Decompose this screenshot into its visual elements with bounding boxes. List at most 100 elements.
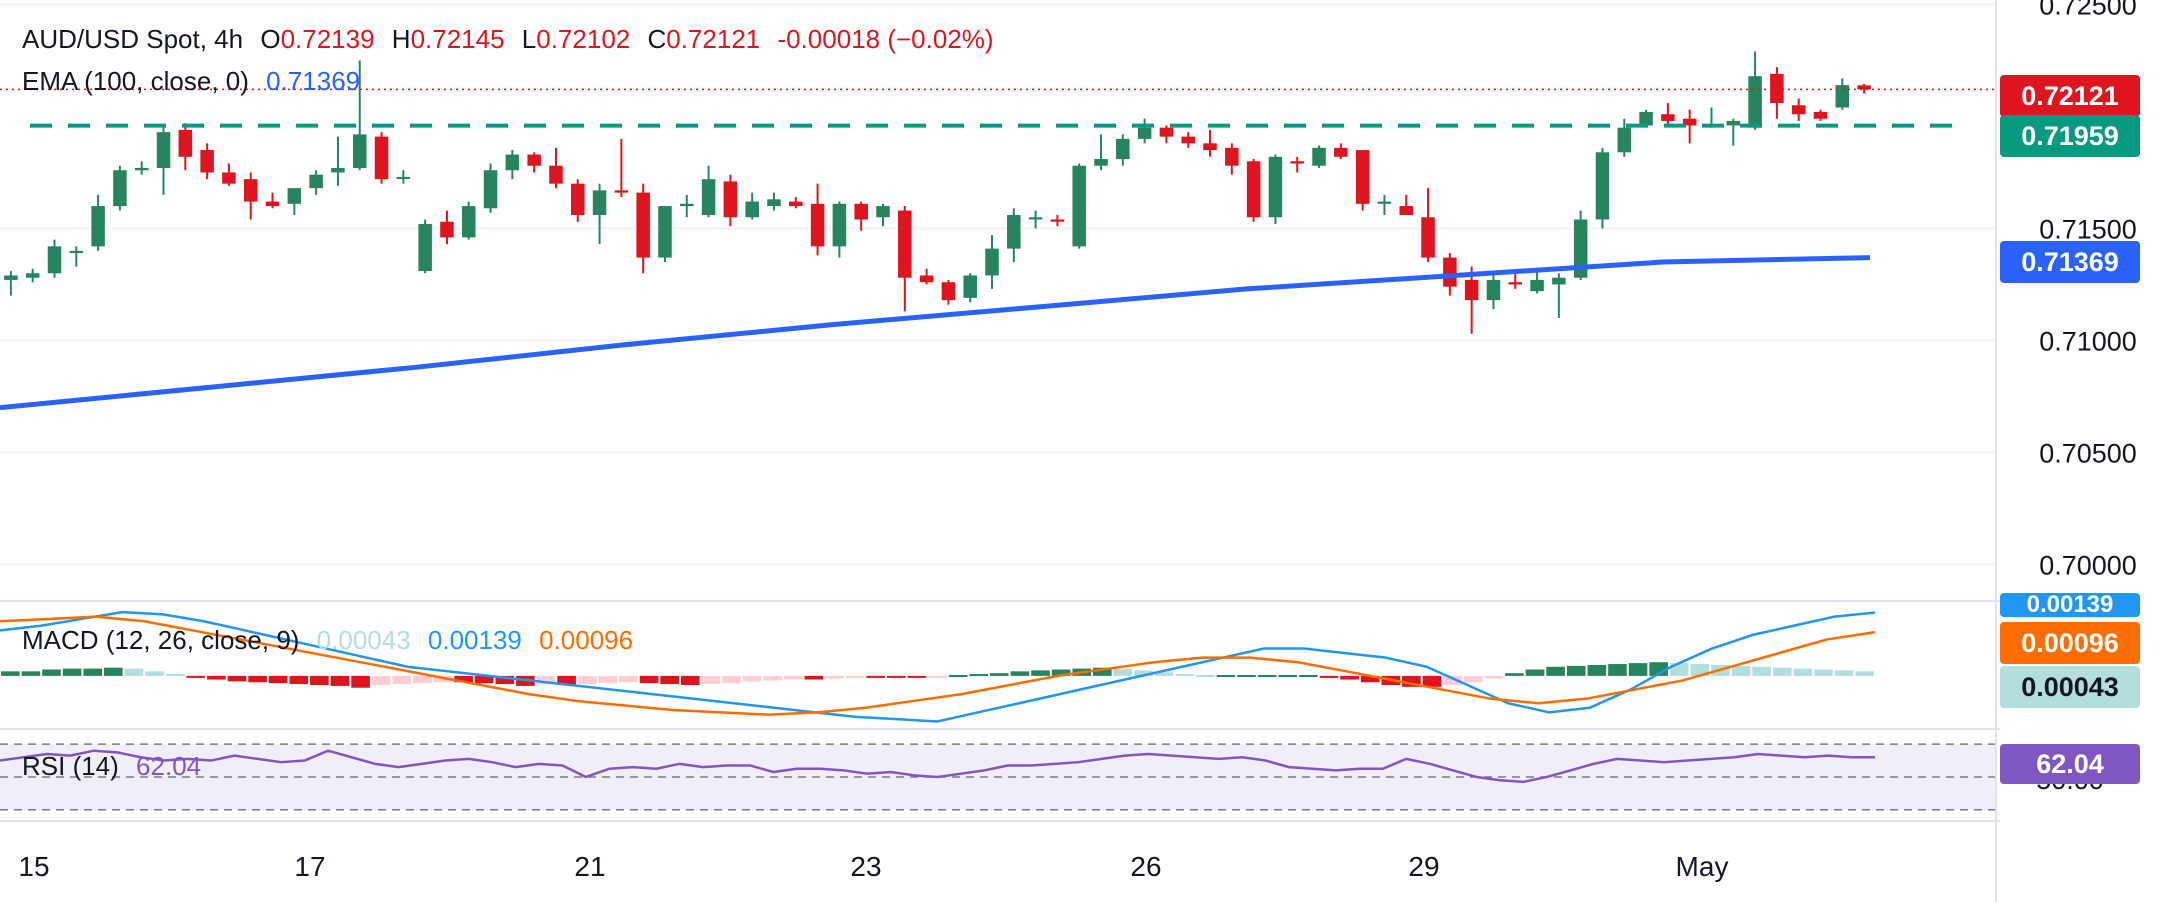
macd-histogram-bar [886, 675, 906, 678]
candle-body [47, 246, 62, 274]
candle-body [222, 172, 236, 184]
candle [461, 201, 476, 240]
macd-histogram-bar [351, 675, 370, 688]
symbol-title[interactable]: AUD/USD Spot, 4h [22, 24, 244, 54]
candle [1464, 266, 1479, 334]
signal-price-box: 0.00096 [2000, 622, 2140, 664]
candle-body [963, 275, 977, 298]
macd-histogram-bar [1587, 664, 1607, 676]
candle-body [636, 192, 650, 258]
ohlc-high: H0.72145 [391, 24, 505, 54]
rsi-legend-value: 62.04 [136, 751, 202, 781]
candle [919, 268, 934, 285]
macd-histogram-bar [1299, 674, 1318, 677]
candle [1682, 109, 1697, 144]
candle-body [1726, 120, 1741, 126]
candle-body [1464, 279, 1479, 301]
macd-histogram-bar [1566, 665, 1586, 676]
macd-histogram-bar [722, 675, 741, 684]
candle [1159, 125, 1174, 144]
candle [1028, 210, 1043, 229]
macd-histogram-bar [866, 675, 885, 678]
macd-histogram-bar [660, 675, 679, 685]
candle [374, 132, 389, 184]
macd-legend[interactable]: MACD (12, 26, close, 9) 0.00043 0.00139 … [22, 625, 643, 656]
candle-body [1268, 156, 1283, 218]
candle-body [309, 174, 323, 189]
macd-histogram-bar [454, 675, 473, 683]
y-tick-label: 0.70500 [2039, 438, 2137, 468]
y-tick-label: 0.70000 [2039, 550, 2137, 580]
candle-body [745, 201, 759, 218]
macd-histogram-bar [1, 671, 20, 676]
candle [963, 273, 977, 303]
macd-histogram-bar [83, 668, 103, 676]
candle-body [1094, 159, 1108, 166]
candle-body [527, 154, 541, 166]
macd-histogram-bar [783, 675, 803, 680]
candle-body [1421, 217, 1435, 258]
candle-body [331, 167, 345, 173]
macd-histogram-bar [330, 675, 350, 686]
candle [549, 147, 563, 189]
rsi-legend[interactable]: RSI (14) 62.04 [22, 751, 211, 782]
candle [1421, 188, 1435, 263]
macd-histogram-bar [1237, 674, 1256, 677]
ohlc-legend: AUD/USD Spot, 4h O0.72139 H0.72145 L0.72… [22, 24, 1004, 55]
candle-body [1377, 201, 1392, 204]
candle-body [723, 181, 738, 218]
candle [505, 150, 520, 180]
candle-body [25, 273, 40, 278]
candle [1203, 129, 1217, 157]
macd-histogram-bar [1257, 674, 1277, 677]
candle-body [592, 190, 607, 216]
macd-legend-macd: 0.00139 [427, 625, 522, 655]
candle-body [549, 165, 563, 184]
candle-body [1246, 161, 1261, 218]
macd-histogram-bar [1505, 673, 1524, 676]
pane-separator [0, 728, 2000, 730]
candle-body [614, 190, 629, 193]
level-price-box: 0.71959 [2000, 115, 2140, 157]
ema-price-box: 0.71369 [2000, 241, 2140, 283]
ohlc-close: C0.72121 [647, 24, 761, 54]
macd-line [0, 610, 1876, 723]
candle-body [1159, 127, 1174, 137]
candle [1835, 78, 1850, 110]
candle [1268, 154, 1283, 224]
ema-legend[interactable]: EMA (100, close, 0) 0.71369 [22, 66, 370, 97]
candle-body [1770, 73, 1784, 104]
macd-histogram-bar [1690, 664, 1710, 676]
candle-body [156, 132, 171, 168]
candle-body [505, 154, 520, 171]
candle-body [418, 223, 432, 272]
candle [636, 183, 650, 274]
candle-body [4, 275, 18, 280]
candle [941, 279, 956, 305]
macd-histogram-bar [1422, 675, 1442, 687]
candle-body [941, 282, 956, 301]
candle-body [1552, 277, 1566, 285]
candle-body [919, 275, 934, 283]
x-tick-label: 15 [18, 851, 49, 882]
rsi-price-box: 62.04 [2000, 744, 2140, 784]
candle [1399, 194, 1414, 216]
macd-histogram-bar [680, 675, 700, 685]
candle [1377, 194, 1392, 216]
x-tick-label: May [1676, 851, 1729, 882]
macd-histogram-bar [948, 674, 968, 677]
ohlc-low: L0.72102 [521, 24, 631, 54]
candle-body [1508, 282, 1523, 285]
candle [1312, 145, 1326, 168]
candle [4, 271, 18, 296]
candle [789, 197, 803, 209]
candle-body [1312, 147, 1326, 166]
macd-histogram-bar [701, 675, 721, 685]
x-tick-label: 17 [294, 851, 325, 882]
candle [527, 152, 541, 173]
macd-histogram-bar [1340, 675, 1359, 680]
macd-histogram-bar [1855, 671, 1874, 676]
macd-histogram-bar [268, 675, 288, 684]
candle [440, 210, 454, 245]
